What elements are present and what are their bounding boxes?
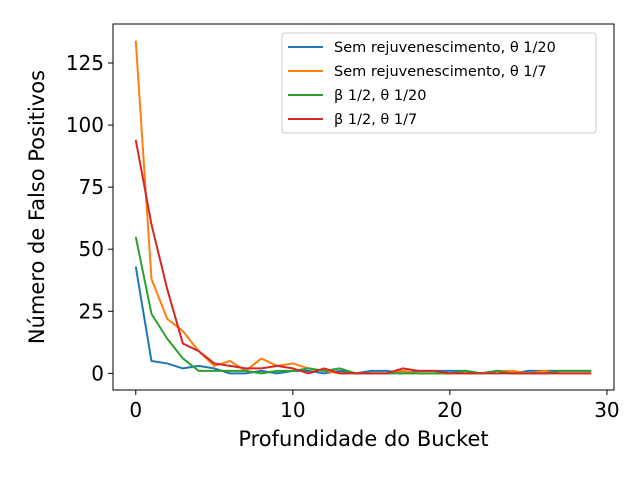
x-axis-label: Profundidade do Bucket [238, 427, 488, 451]
y-tick-label: 50 [79, 237, 104, 261]
y-tick-label: 125 [66, 51, 104, 75]
legend-label: Sem rejuvenescimento, θ 1/20 [334, 40, 556, 56]
series-line-3 [134, 236, 592, 375]
legend-frame [281, 32, 597, 134]
y-tick-label: 25 [79, 299, 104, 323]
plot-area-frame [112, 23, 615, 391]
x-tick-label: 10 [280, 398, 305, 422]
series-layer [134, 40, 592, 375]
y-tick-label: 75 [79, 175, 104, 199]
legend: Sem rejuvenescimento, θ 1/20 Sem rejuvene… [281, 32, 597, 134]
legend-label: β 1/2, θ 1/7 [334, 112, 417, 128]
x-axis: 0 10 20 30 [129, 390, 620, 422]
y-axis-label: Número de Falso Positivos [25, 70, 49, 344]
y-tick-label: 100 [66, 113, 104, 137]
y-tick-label: 0 [91, 361, 104, 385]
legend-label: Sem rejuvenescimento, θ 1/7 [334, 64, 547, 80]
legend-label: β 1/2, θ 1/20 [334, 88, 426, 104]
series-line-4 [134, 139, 592, 375]
x-tick-label: 30 [594, 398, 619, 422]
y-axis: 0 25 50 75 100 125 [66, 51, 113, 385]
x-tick-label: 0 [129, 398, 142, 422]
x-tick-label: 20 [437, 398, 462, 422]
